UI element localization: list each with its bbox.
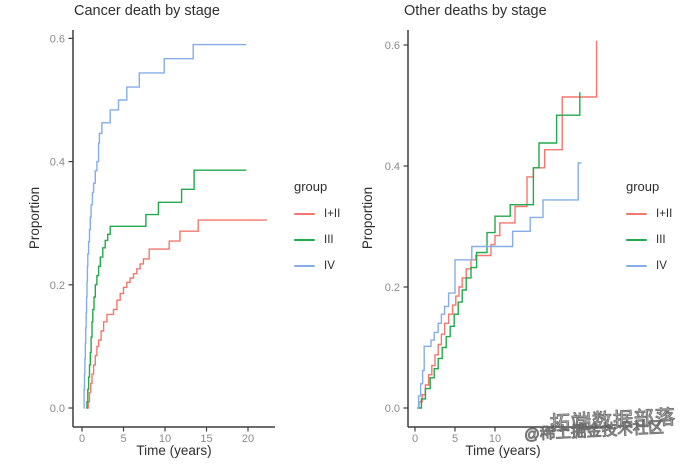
y-tick-label: 0.6 xyxy=(385,40,400,52)
x-tick-label: 0 xyxy=(79,433,85,445)
x-tick-label: 5 xyxy=(452,433,458,445)
legend-item: IV xyxy=(294,253,340,279)
legend-key-line xyxy=(294,239,315,241)
legend-item: I+II xyxy=(626,201,672,227)
y-axis-label: Proportion xyxy=(360,186,375,250)
x-tick-label: 10 xyxy=(489,433,501,445)
cancer-death-plot-svg: 0 5 10 15 20 0.0 0.2 0.4 0.6 xyxy=(50,30,275,445)
panel-cancer-death: 0 5 10 15 20 0.0 0.2 0.4 0.6 Cancer death by sta… xyxy=(27,3,340,458)
y-tick-label: 0.4 xyxy=(385,161,400,173)
legend-key-line xyxy=(294,213,315,215)
series-line-i-ii xyxy=(417,40,598,409)
legend-label: III xyxy=(656,234,666,246)
x-tick-label: 5 xyxy=(120,433,126,445)
other-deaths-plot-svg: 0 5 10 0.0 0.2 0.4 0.6 xyxy=(385,30,612,445)
legend-title: group xyxy=(294,179,328,194)
legend-label: I+II xyxy=(324,208,341,220)
x-tick-label: 0 xyxy=(412,433,418,445)
legend-label: III xyxy=(324,234,334,246)
legend-key-line xyxy=(626,239,647,241)
legend-label: IV xyxy=(324,260,335,272)
legend-key-line xyxy=(294,265,315,267)
legend-item: I+II xyxy=(294,201,340,227)
y-tick-label: 0.0 xyxy=(385,403,400,415)
x-axis-label: Time (years) xyxy=(465,443,541,458)
chart-title: Other deaths by stage xyxy=(404,3,547,19)
legend-label: IV xyxy=(656,260,667,272)
legend-item: III xyxy=(626,227,672,253)
legend-label: I+II xyxy=(656,208,673,220)
legend: group I+II III IV xyxy=(626,179,672,279)
x-tick-label: 10 xyxy=(159,433,171,445)
legend-key-line xyxy=(626,213,647,215)
series-line-iii xyxy=(418,92,581,409)
y-tick-label: 0.2 xyxy=(385,282,400,294)
series-line-iii xyxy=(86,169,247,409)
series-line-iv xyxy=(417,162,582,409)
y-tick-label: 0.2 xyxy=(50,280,65,292)
panel-other-deaths: 0 5 10 0.0 0.2 0.4 0.6 Other deaths by stage P… xyxy=(342,0,684,464)
series-line-iv xyxy=(83,43,247,409)
x-tick-label: 15 xyxy=(200,433,212,445)
y-axis-label: Proportion xyxy=(27,186,42,250)
y-tick-label: 0.0 xyxy=(50,403,65,415)
legend-item: IV xyxy=(626,253,672,279)
y-tick-label: 0.4 xyxy=(50,157,65,169)
x-axis-label: Time (years) xyxy=(136,443,212,458)
legend-key-line xyxy=(626,265,647,267)
legend-title: group xyxy=(626,179,660,194)
legend-item: III xyxy=(294,227,340,253)
x-tick-label: 20 xyxy=(242,433,254,445)
series-line-i-ii xyxy=(87,219,268,409)
y-tick-label: 0.6 xyxy=(50,33,65,45)
legend: group I+II III IV xyxy=(294,179,340,279)
chart-title: Cancer death by stage xyxy=(74,3,220,19)
